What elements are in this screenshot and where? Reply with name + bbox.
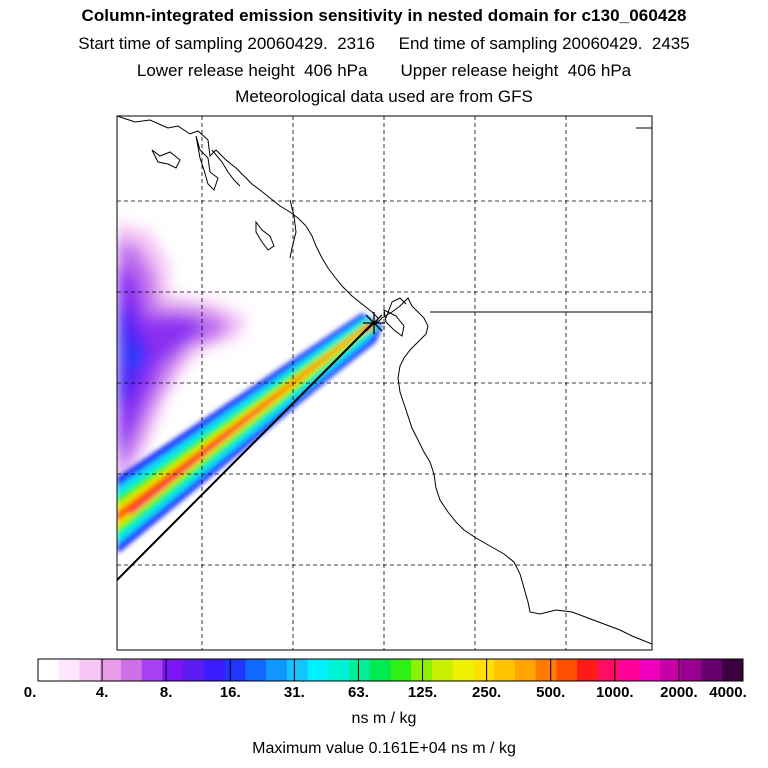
color-scale-swatch [162, 659, 184, 681]
color-scale-swatch [307, 659, 329, 681]
flight-track [117, 321, 375, 581]
plot-title: Column-integrated emission sensitivity i… [81, 6, 687, 25]
plume [117, 313, 383, 552]
color-scale-swatch [203, 659, 226, 681]
color-scale-swatch [100, 659, 122, 681]
color-scale-swatch [577, 659, 599, 681]
color-scale-swatch [701, 659, 723, 681]
color-scale-swatch [79, 659, 101, 681]
color-scale-swatch [390, 659, 412, 681]
color-scale-swatch [514, 659, 537, 681]
sensitivity-field [117, 222, 383, 552]
color-scale-swatch [245, 659, 267, 681]
color-scale-tick-label: 8. [159, 684, 173, 701]
color-scale-swatch [597, 659, 620, 681]
color-scale-swatch [224, 659, 246, 681]
map-border [116, 115, 653, 651]
color-scale-tick-label: 4. [95, 684, 109, 701]
sampling-time-line: Start time of sampling 20060429. 2316 En… [78, 34, 690, 53]
color-scale-tick-label: 125. [407, 684, 438, 701]
color-scale-swatch [556, 659, 578, 681]
color-scale-swatch [141, 659, 163, 681]
color-scale-swatch [639, 659, 661, 681]
release-height-line: Lower release height 406 hPa Upper relea… [136, 61, 632, 80]
color-scale-swatch [473, 659, 495, 681]
lat-lon-grid [117, 116, 652, 650]
color-scale-swatch [328, 659, 350, 681]
color-scale-tick-label: 500. [536, 684, 566, 701]
color-scale-swatch [680, 659, 703, 681]
color-scale-tick-label: 4000. [709, 684, 747, 701]
color-scale-swatch [58, 659, 80, 681]
coastline [117, 116, 652, 645]
color-scale-tick-label: 1000. [596, 684, 634, 701]
color-scale-tick-label: 2000. [660, 684, 698, 701]
color-scale-swatch [38, 659, 60, 681]
color-scale-swatch [349, 659, 371, 681]
color-scale-swatch [266, 659, 288, 681]
color-scale-tick-label: 250. [472, 684, 502, 701]
color-scale-swatch [411, 659, 433, 681]
color-scale-swatch [618, 659, 640, 681]
color-scale-swatch [452, 659, 474, 681]
color-scale-swatch [535, 659, 557, 681]
color-scale-bar [37, 658, 744, 682]
color-scale-tick-label: 16. [219, 684, 241, 701]
color-scale-swatch [369, 659, 391, 681]
color-scale-swatch [120, 659, 143, 681]
maximum-value-label: Maximum value 0.161E+04 ns m / kg [252, 740, 516, 757]
color-scale-tick-label: 63. [348, 684, 369, 701]
color-scale-swatch [722, 659, 744, 681]
color-scale-border [37, 658, 744, 682]
color-scale-tick-label: 0. [23, 684, 37, 701]
color-scale-swatch [431, 659, 454, 681]
met-data-line: Meteorological data used are from GFS [235, 87, 533, 106]
color-scale-swatch [183, 659, 205, 681]
color-scale-swatch [494, 659, 516, 681]
units-label: ns m / kg [351, 710, 417, 727]
low-sensitivity-region [117, 222, 248, 490]
color-scale-swatch [660, 659, 682, 681]
color-scale-swatch [286, 659, 309, 681]
release-point-star-icon [363, 312, 385, 334]
color-scale-tick-label: 31. [283, 684, 305, 701]
